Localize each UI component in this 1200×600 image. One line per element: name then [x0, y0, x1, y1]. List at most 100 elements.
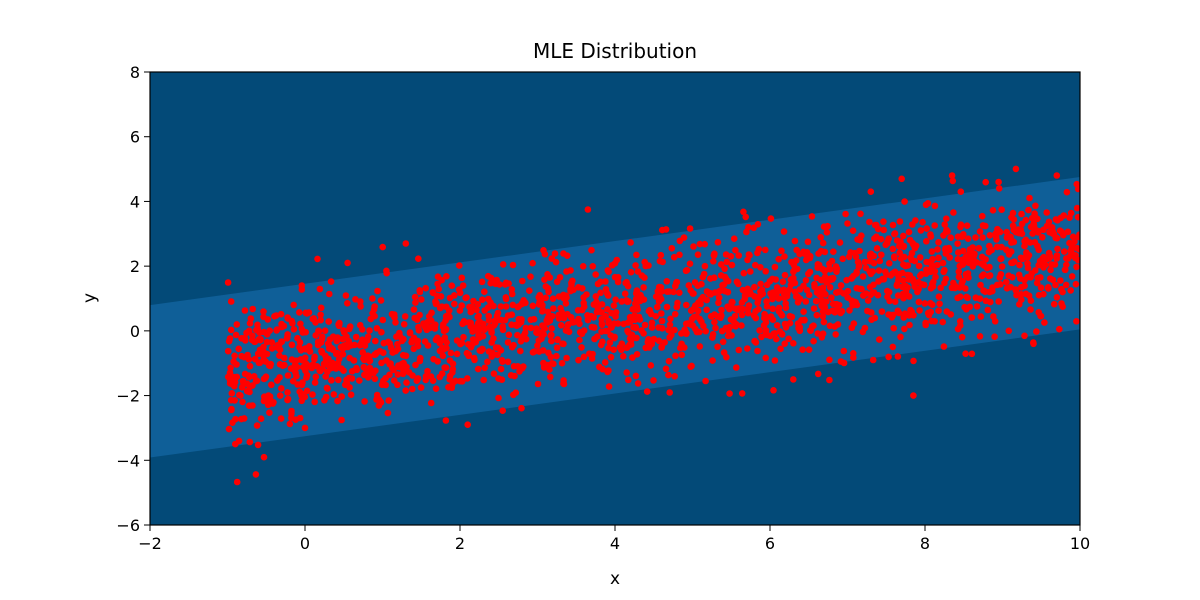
data-point — [995, 298, 1002, 305]
data-point — [833, 289, 840, 297]
data-point — [663, 278, 671, 285]
data-point — [317, 304, 325, 312]
data-point — [659, 258, 666, 266]
data-point — [231, 382, 238, 390]
data-point — [658, 317, 666, 325]
data-point — [954, 255, 962, 263]
data-point — [378, 328, 385, 336]
data-point — [738, 322, 745, 329]
data-point — [839, 255, 846, 263]
data-point — [1076, 246, 1080, 253]
data-point — [448, 282, 456, 290]
data-point — [391, 311, 398, 318]
data-point — [520, 363, 527, 370]
data-point — [1017, 291, 1025, 298]
data-point — [808, 213, 816, 220]
data-point — [927, 299, 934, 307]
data-point — [735, 252, 742, 259]
data-point — [703, 306, 710, 314]
data-point — [877, 235, 885, 243]
data-point — [761, 310, 768, 318]
data-point — [958, 233, 965, 240]
data-point — [823, 229, 831, 236]
data-point — [575, 356, 582, 364]
data-point — [476, 347, 484, 354]
data-point — [813, 311, 821, 319]
data-point — [682, 267, 690, 275]
data-point — [984, 306, 992, 314]
data-point — [224, 373, 232, 381]
data-point — [539, 306, 547, 314]
data-point — [1074, 213, 1080, 221]
data-point — [491, 320, 499, 328]
data-point — [455, 286, 463, 293]
data-point — [773, 322, 781, 329]
data-point — [580, 353, 588, 361]
data-point — [1040, 253, 1048, 261]
data-point — [1025, 252, 1033, 259]
data-point — [309, 391, 316, 398]
data-point — [366, 357, 373, 365]
data-point — [790, 267, 797, 275]
data-point — [527, 273, 534, 281]
data-point — [781, 253, 788, 260]
data-point — [498, 357, 506, 364]
data-point — [942, 245, 949, 252]
data-point — [475, 312, 483, 320]
data-point — [802, 298, 810, 305]
data-point — [758, 333, 765, 341]
data-point — [959, 261, 967, 268]
data-point — [353, 364, 360, 372]
data-point — [873, 245, 881, 252]
data-point — [937, 284, 944, 292]
data-point — [719, 281, 726, 289]
data-point — [898, 175, 905, 183]
data-point — [701, 240, 708, 248]
data-point — [435, 285, 443, 293]
data-point — [469, 326, 477, 333]
data-point — [487, 279, 495, 287]
data-point — [414, 342, 421, 349]
data-point — [359, 326, 366, 333]
data-point — [820, 318, 828, 326]
data-point — [374, 287, 381, 295]
data-point — [278, 385, 285, 392]
data-point — [232, 415, 239, 423]
data-point — [400, 335, 407, 343]
data-point — [723, 258, 731, 266]
y-tick-label: 8 — [130, 63, 140, 82]
x-tick-label: −2 — [138, 534, 162, 553]
data-point — [665, 357, 673, 365]
data-point — [804, 238, 812, 246]
data-point — [1025, 292, 1033, 300]
data-point — [380, 339, 388, 347]
data-point — [474, 365, 482, 373]
data-point — [1067, 252, 1074, 259]
data-point — [735, 280, 742, 288]
data-point — [281, 354, 288, 362]
data-point — [249, 332, 256, 340]
data-point — [1071, 238, 1078, 246]
data-point — [739, 286, 747, 294]
data-point — [1007, 283, 1014, 291]
data-point — [594, 304, 602, 312]
data-point — [988, 246, 995, 254]
data-point — [296, 414, 304, 422]
data-point — [373, 325, 381, 332]
data-point — [605, 319, 612, 327]
data-point — [896, 249, 903, 257]
data-point — [610, 346, 617, 354]
data-point — [722, 275, 730, 282]
data-point — [897, 333, 904, 341]
data-point — [1049, 276, 1057, 284]
data-point — [837, 358, 845, 365]
data-point — [855, 263, 862, 271]
data-point — [727, 303, 734, 310]
data-point — [467, 308, 475, 316]
x-tick-label: 10 — [1070, 534, 1090, 553]
data-point — [1045, 249, 1053, 257]
data-point — [657, 284, 665, 291]
data-point — [647, 362, 655, 369]
data-point — [852, 253, 860, 261]
data-point — [767, 290, 774, 297]
